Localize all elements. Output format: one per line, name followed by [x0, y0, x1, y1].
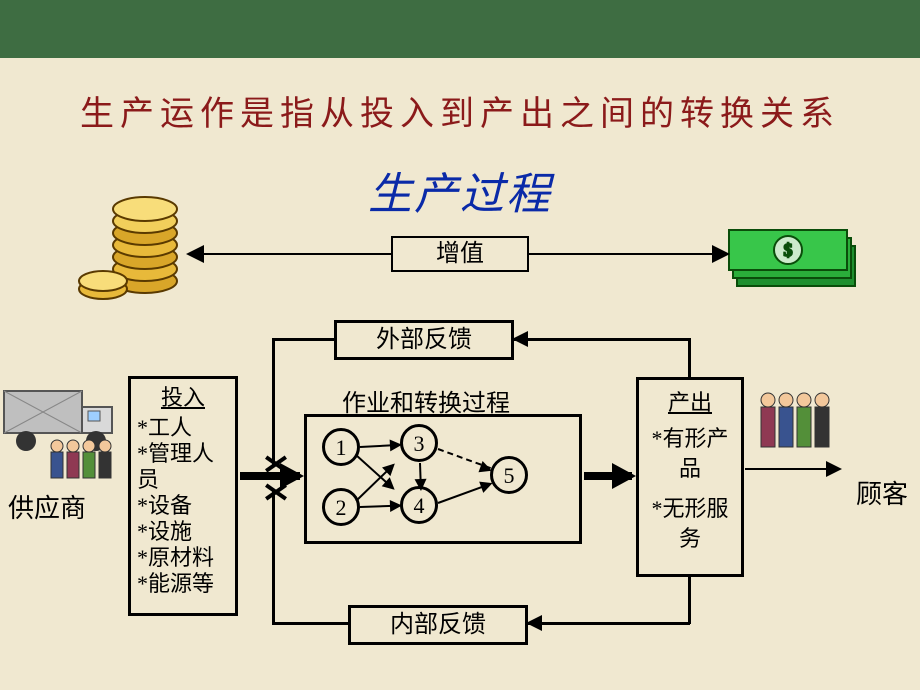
process-label: 作业和转换过程 — [342, 383, 510, 418]
fb-ext-seg — [272, 338, 334, 341]
svg-text:$: $ — [784, 240, 793, 260]
input-heading: 投入 — [137, 385, 229, 411]
output-box: 产出 *有形产品 *无形服务 — [636, 377, 744, 577]
subtitle: 生产过程 — [368, 158, 552, 222]
process-node: 1 — [322, 428, 360, 466]
input-item: *原材料 — [137, 545, 229, 571]
process-node: 3 — [400, 424, 438, 462]
output-item: *无形服务 — [647, 494, 733, 554]
fb-ext-seg — [514, 338, 690, 341]
page-title-row: 生产运作是指从投入到产出之间的转换关系 — [0, 58, 920, 155]
input-item: *管理人员 — [137, 441, 229, 493]
fb-int-seg — [272, 622, 348, 625]
input-box: 投入 *工人 *管理人员 *设备 *设施 *原材料 *能源等 — [128, 376, 238, 616]
output-heading: 产出 — [647, 388, 733, 418]
input-item: *设施 — [137, 519, 229, 545]
input-item: *能源等 — [137, 571, 229, 597]
fb-int-seg — [528, 622, 690, 625]
page-title: 生产运作是指从投入到产出之间的转换关系 — [80, 96, 840, 133]
internal-feedback-box: 内部反馈 — [348, 605, 528, 645]
fb-int-seg — [688, 576, 691, 624]
fb-int-seg — [272, 490, 275, 624]
cash-stack-icon: $ — [725, 218, 865, 298]
external-feedback-box: 外部反馈 — [334, 320, 514, 360]
fb-ext-seg — [272, 338, 275, 466]
input-item: *工人 — [137, 415, 229, 441]
fb-ext-seg — [688, 338, 691, 378]
output-item: *有形产品 — [647, 424, 733, 484]
output-to-customer-arrow — [745, 468, 840, 470]
process-node: 2 — [322, 488, 360, 526]
value-added-box: 增值 — [391, 236, 529, 272]
header-bar — [0, 0, 920, 58]
process-node: 4 — [400, 486, 438, 524]
customer-label: 顾客 — [856, 474, 908, 511]
coins-icon — [75, 185, 190, 305]
input-item: *设备 — [137, 493, 229, 519]
process-node: 5 — [490, 456, 528, 494]
people-icon — [45, 436, 123, 494]
